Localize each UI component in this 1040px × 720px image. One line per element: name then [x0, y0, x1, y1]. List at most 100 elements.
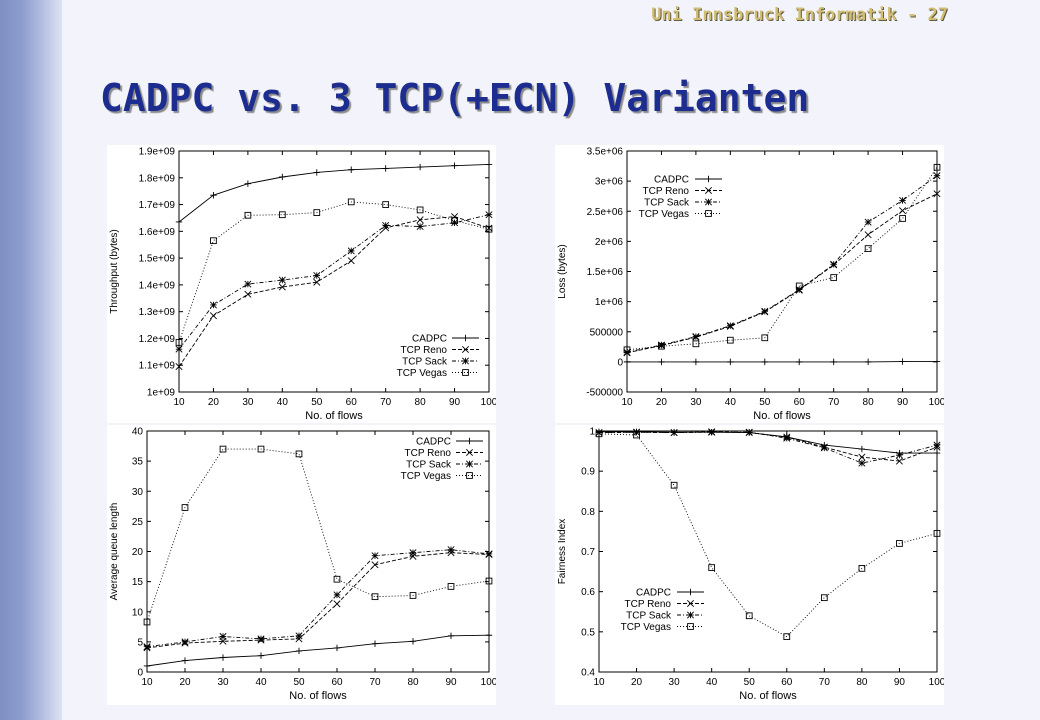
series-line-tcp-sack [178, 214, 490, 350]
y-tick-label: 1e+09 [147, 388, 176, 399]
legend-marker [687, 623, 694, 630]
queue-length-chart-panel: 0 5 10 15 20 25 30 35 40 10 20 30 40 50 60 70 80 90 100 No.… [107, 425, 496, 705]
data-point-tcp-reno [371, 561, 379, 569]
data-point-cadpc [382, 165, 389, 172]
y-tick-label: 0.6 [581, 587, 595, 598]
data-point-tcp-reno [895, 457, 903, 465]
x-tick-label: 60 [346, 397, 358, 408]
series-line-tcp-reno [178, 216, 490, 367]
x-tick-label: 60 [781, 677, 793, 688]
data-point-tcp-vegas [830, 274, 838, 281]
data-point-tcp-vegas [244, 211, 252, 219]
legend-marker [466, 472, 473, 479]
data-point-tcp-sack [783, 434, 791, 442]
legend-marker [466, 437, 473, 445]
series-tcp-vegas [623, 163, 941, 354]
y-tick-label: 0.8 [581, 507, 595, 518]
x-tick-label: 40 [277, 397, 289, 408]
x-tick-label: 100 [481, 397, 496, 408]
series-cadpc [623, 358, 941, 366]
data-point-tcp-sack [830, 260, 838, 268]
data-point-tcp-sack [670, 429, 678, 437]
data-point-tcp-sack [278, 276, 286, 284]
x-tick-label: 60 [794, 397, 806, 408]
data-point-tcp-vegas [278, 211, 286, 219]
series-line-tcp-sack [598, 431, 938, 464]
legend-label: TCP Reno [400, 345, 447, 356]
legend-label: CADPC [654, 175, 689, 186]
data-point-tcp-reno [858, 453, 866, 461]
data-point-tcp-sack [257, 635, 265, 643]
x-tick-label: 100 [481, 677, 496, 688]
data-point-tcp-vegas [485, 577, 493, 585]
data-point-tcp-vegas [347, 198, 355, 206]
data-point-tcp-reno [278, 283, 286, 291]
data-point-tcp-sack [820, 444, 828, 452]
y-tick-label: 3e+06 [595, 177, 624, 188]
x-tick-label: 20 [656, 397, 668, 408]
x-tick-label: 50 [311, 397, 323, 408]
plot-frame [598, 430, 938, 673]
legend-label: TCP Sack [644, 198, 690, 209]
legend-label: TCP Vegas [397, 368, 447, 379]
y-tick-label: 15 [132, 577, 144, 588]
legend-label: TCP Reno [624, 599, 671, 610]
y-tick-label: 1.1e+09 [139, 361, 176, 372]
legend-label: CADPC [636, 588, 671, 599]
data-point-tcp-vegas [210, 237, 217, 245]
x-tick-label: 10 [173, 397, 185, 408]
data-point-tcp-vegas [382, 201, 390, 208]
y-tick-label: 3.5e+06 [587, 147, 624, 158]
data-point-tcp-reno [175, 363, 183, 371]
series-line-tcp-reno [146, 552, 490, 649]
data-point-tcp-sack [595, 429, 603, 437]
data-point-tcp-sack [209, 301, 217, 309]
y-axis-label: Throughput (bytes) [109, 229, 120, 314]
data-point-tcp-sack [347, 247, 355, 255]
y-axis-label: Fairness Index [557, 519, 568, 585]
data-point-tcp-sack [895, 451, 903, 459]
data-point-cadpc [210, 191, 217, 199]
data-point-tcp-sack [623, 348, 631, 356]
y-tick-label: 1.6e+09 [139, 227, 176, 238]
series-tcp-vegas [175, 198, 493, 346]
series-tcp-vegas [143, 445, 493, 626]
x-tick-label: 10 [593, 677, 605, 688]
x-tick-label: 100 [929, 397, 944, 408]
data-point-cadpc [761, 358, 768, 366]
legend-label: CADPC [412, 334, 447, 345]
y-tick-label: 10 [132, 607, 144, 618]
data-point-cadpc [864, 358, 872, 366]
y-tick-label: 0.5 [581, 627, 595, 638]
series-tcp-reno [143, 549, 493, 652]
data-point-tcp-sack [933, 441, 941, 449]
data-point-tcp-sack [175, 345, 183, 353]
legend-label: TCP Vegas [621, 622, 671, 633]
data-point-tcp-sack [409, 549, 417, 557]
data-point-cadpc [485, 632, 493, 639]
series-line-tcp-vegas [598, 433, 938, 638]
data-point-cadpc [451, 162, 458, 169]
y-tick-label: 1.8e+09 [139, 173, 176, 184]
series-line-cadpc [146, 634, 490, 667]
data-point-tcp-vegas [447, 583, 455, 590]
x-tick-label: 10 [141, 677, 153, 688]
legend-label: TCP Sack [626, 611, 672, 622]
legend-marker [704, 198, 713, 206]
x-tick-label: 90 [894, 677, 906, 688]
x-tick-label: 50 [759, 397, 771, 408]
y-tick-label: 2.5e+06 [587, 207, 624, 218]
x-tick-label: 60 [331, 677, 343, 688]
data-point-tcp-vegas [761, 334, 769, 342]
data-point-cadpc [295, 647, 303, 655]
data-point-cadpc [727, 358, 734, 366]
data-point-tcp-vegas [181, 504, 189, 511]
legend-label: TCP Reno [642, 186, 689, 197]
series-line-tcp-vegas [626, 167, 938, 351]
y-tick-label: 1.4e+09 [139, 280, 176, 291]
data-point-cadpc [485, 161, 493, 168]
y-tick-label: 30 [132, 487, 144, 498]
x-tick-label: 30 [690, 397, 702, 408]
x-tick-label: 30 [217, 677, 229, 688]
data-point-tcp-vegas [175, 339, 183, 346]
